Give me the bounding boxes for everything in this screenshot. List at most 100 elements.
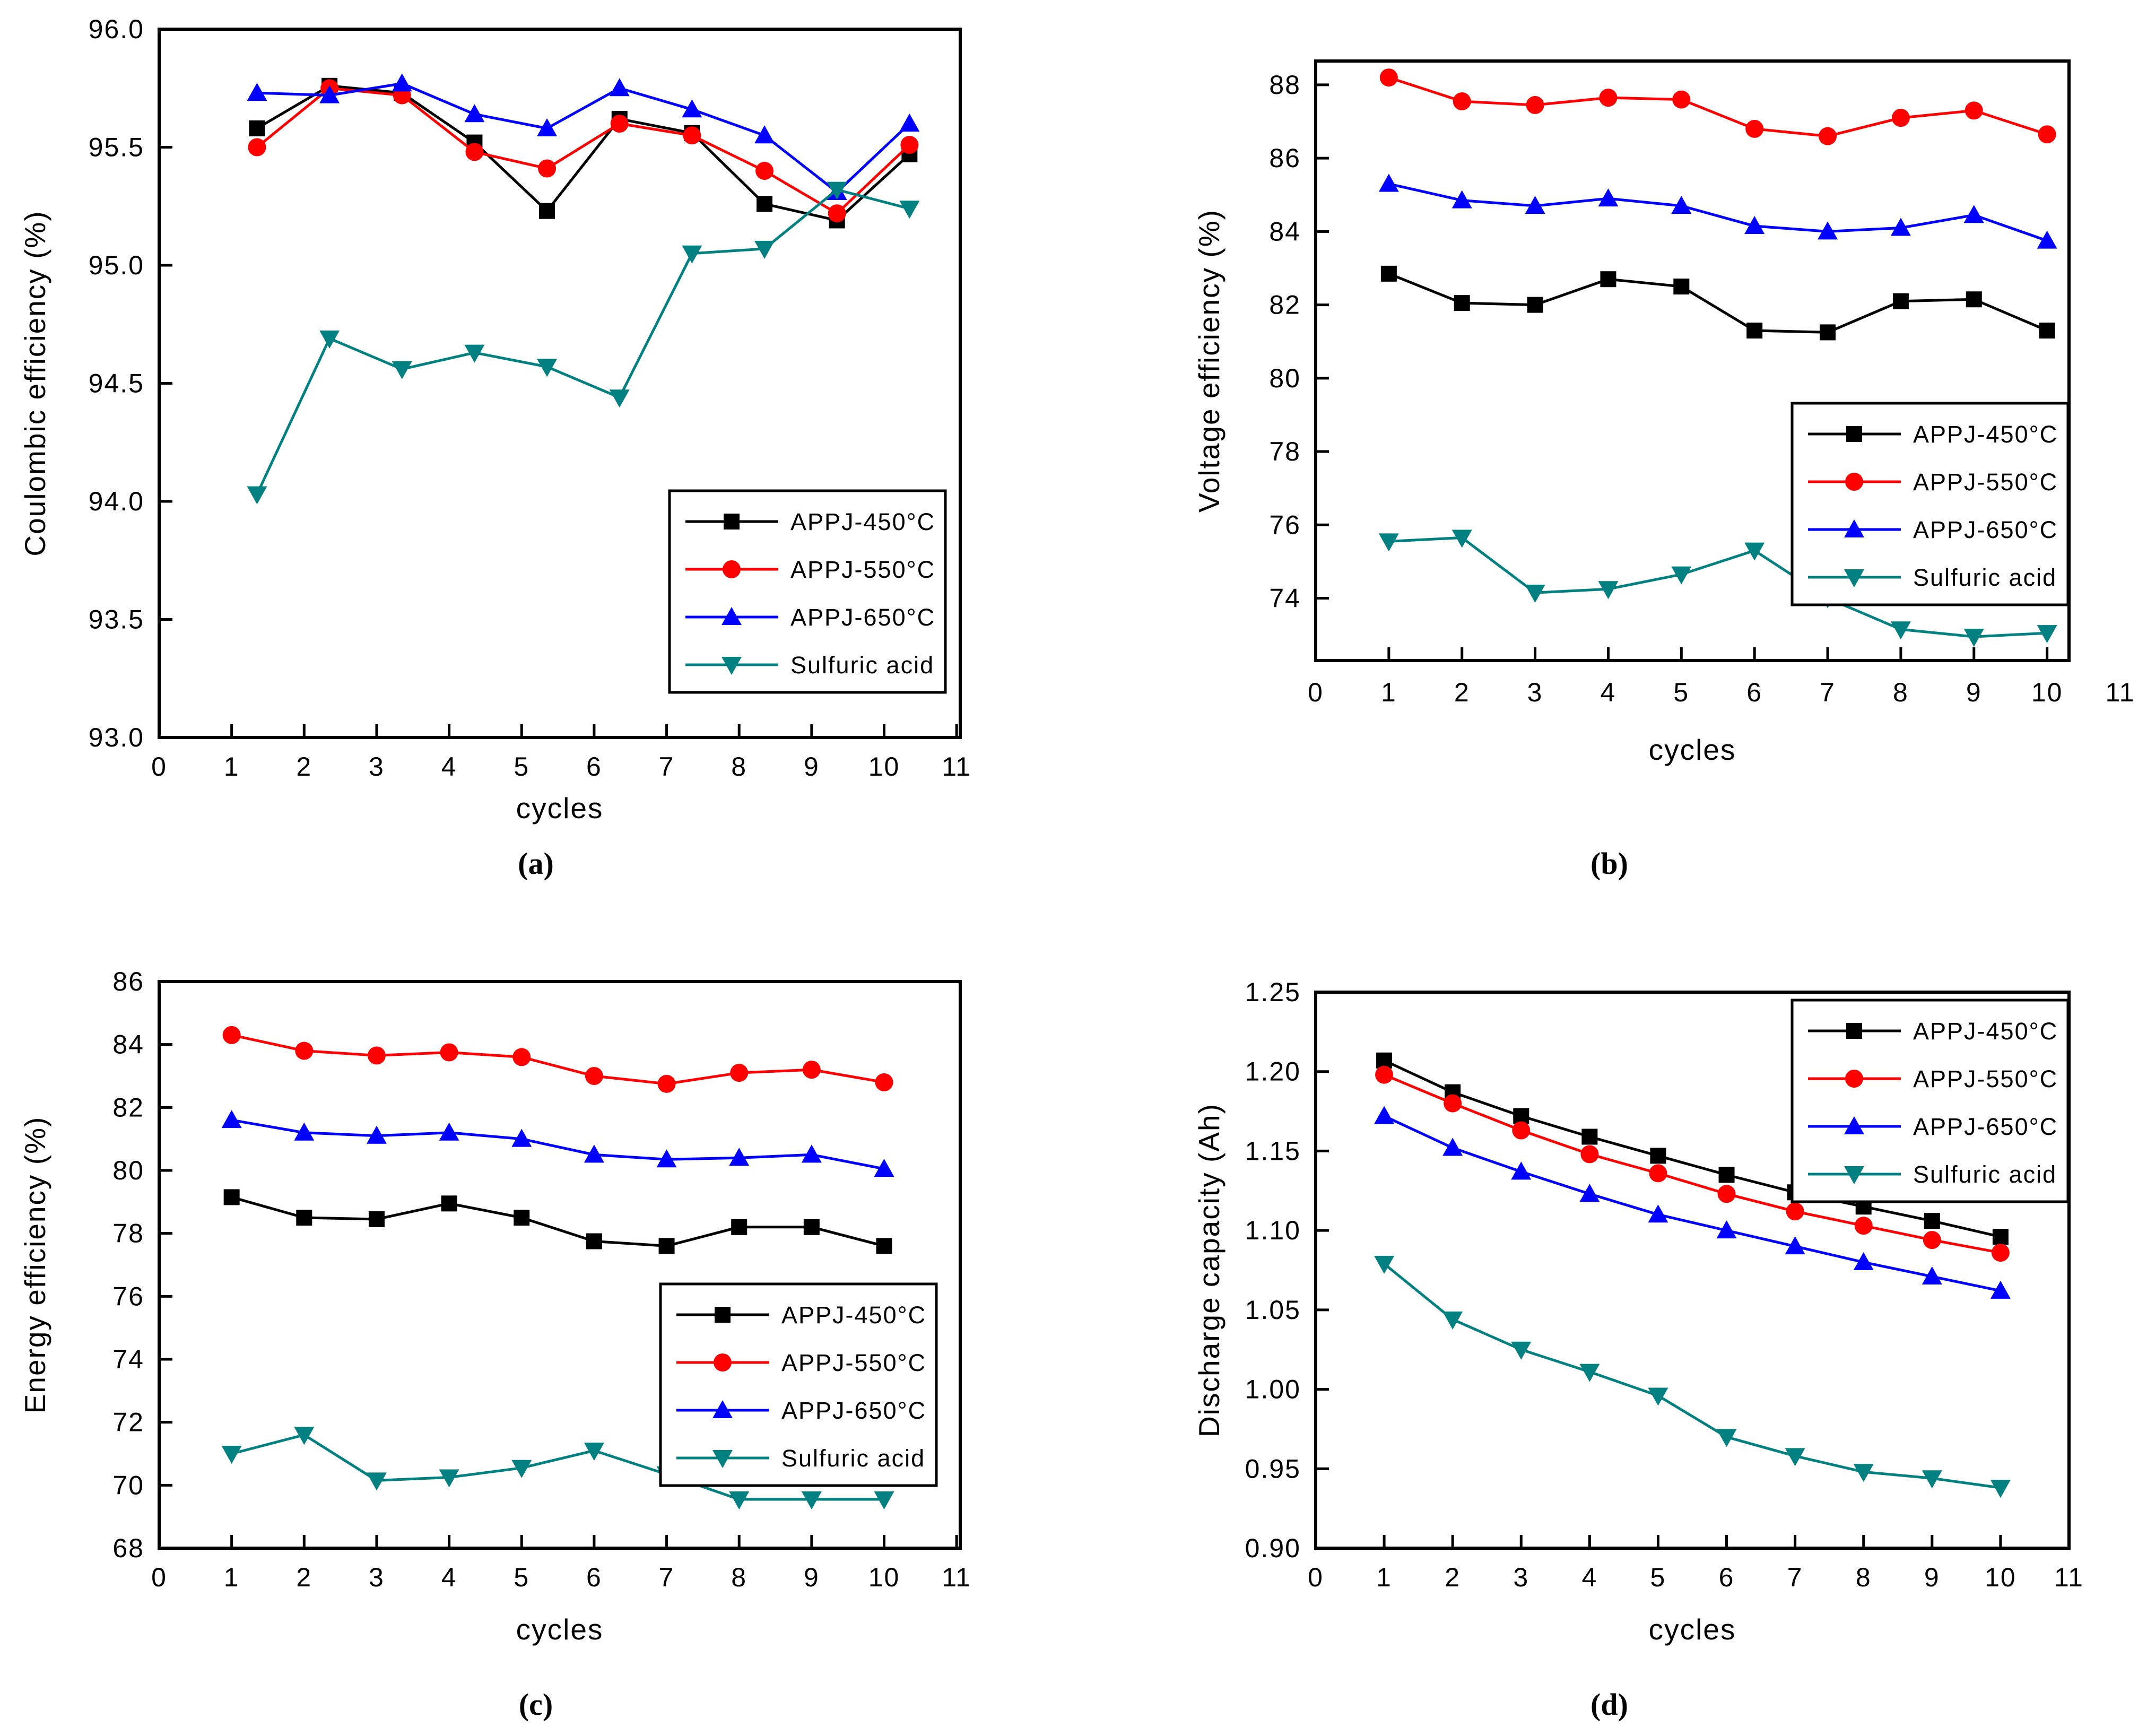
data-point-marker bbox=[512, 1048, 531, 1066]
x-tick-label: 3 bbox=[1513, 1563, 1529, 1592]
data-point-marker bbox=[1853, 1464, 1874, 1482]
y-tick-label: 82 bbox=[1269, 290, 1301, 320]
legend-sample-marker bbox=[1844, 1166, 1864, 1184]
x-tick-label: 7 bbox=[1820, 678, 1836, 707]
data-point-marker bbox=[2038, 125, 2056, 144]
data-point-marker bbox=[223, 1189, 240, 1205]
data-point-marker bbox=[1579, 1364, 1600, 1382]
x-tick-label: 5 bbox=[1650, 1563, 1666, 1592]
data-point-marker bbox=[294, 1122, 315, 1141]
y-axis-label: Energy efficiency (%) bbox=[19, 1116, 51, 1414]
legend-sample-marker bbox=[712, 1450, 733, 1468]
y-tick-label: 78 bbox=[112, 1219, 144, 1248]
data-point-marker bbox=[2037, 625, 2057, 644]
x-tick-label: 6 bbox=[586, 752, 602, 782]
x-tick-label: 3 bbox=[369, 752, 385, 782]
data-point-marker bbox=[1990, 1280, 2011, 1299]
data-point-marker bbox=[1672, 90, 1691, 109]
data-point-marker bbox=[656, 1149, 677, 1168]
data-point-marker bbox=[2039, 322, 2055, 338]
data-point-marker bbox=[1650, 1148, 1666, 1164]
x-tick-label: 4 bbox=[441, 1563, 457, 1592]
y-tick-label: 0.95 bbox=[1245, 1454, 1301, 1483]
series-line-1 bbox=[256, 86, 911, 215]
data-point-marker bbox=[294, 1427, 315, 1445]
data-point-marker bbox=[247, 486, 267, 505]
data-point-marker bbox=[802, 1061, 821, 1079]
data-point-marker bbox=[538, 159, 557, 178]
x-tick-label: 7 bbox=[659, 752, 675, 782]
plot-box bbox=[1314, 59, 2071, 662]
legend-sample-marker bbox=[1844, 569, 1864, 587]
y-tick-label: 1.25 bbox=[1245, 977, 1301, 1007]
y-tick-label: 0.90 bbox=[1245, 1533, 1301, 1563]
data-point-marker bbox=[1598, 581, 1619, 600]
x-tick-label: 0 bbox=[151, 1563, 167, 1592]
x-tick-label: 11 bbox=[942, 752, 971, 782]
legend-entry-label: APPJ-550°C bbox=[781, 1349, 926, 1376]
data-point-marker bbox=[1853, 1252, 1874, 1271]
data-point-marker bbox=[801, 1144, 822, 1163]
data-point-marker bbox=[1649, 1164, 1667, 1183]
data-point-marker bbox=[1890, 621, 1911, 640]
data-point-marker bbox=[539, 203, 555, 219]
data-point-marker bbox=[1671, 566, 1692, 585]
series-markers-1 bbox=[222, 1026, 893, 1093]
x-tick-label: 11 bbox=[942, 1563, 971, 1592]
legend-box bbox=[659, 1282, 938, 1487]
y-tick-label: 86 bbox=[1269, 143, 1301, 173]
data-point-marker bbox=[248, 138, 266, 157]
data-point-marker bbox=[319, 330, 340, 349]
y-tick-label: 1.00 bbox=[1245, 1375, 1301, 1404]
data-point-marker bbox=[585, 1067, 603, 1085]
legend-entry-label: Sulfuric acid bbox=[1913, 1161, 2057, 1188]
data-point-marker bbox=[1923, 1231, 1941, 1249]
data-point-marker bbox=[441, 1195, 457, 1212]
x-tick-label: 9 bbox=[1924, 1563, 1940, 1592]
data-point-marker bbox=[757, 196, 773, 212]
data-point-marker bbox=[609, 78, 630, 97]
series-line-3 bbox=[256, 188, 910, 495]
x-tick-label: 1 bbox=[1376, 1563, 1392, 1592]
x-tick-label: 1 bbox=[224, 1563, 240, 1592]
legend-sample-marker bbox=[722, 657, 742, 675]
x-tick-label: 10 bbox=[868, 1563, 900, 1592]
data-point-marker bbox=[1965, 101, 1983, 120]
data-point-marker bbox=[1600, 271, 1616, 288]
x-tick-label: 5 bbox=[1673, 678, 1689, 707]
x-tick-label: 6 bbox=[1719, 1563, 1735, 1592]
series-line-1 bbox=[1388, 76, 2048, 138]
data-point-marker bbox=[1991, 1244, 2010, 1262]
y-tick-label: 94.0 bbox=[89, 487, 144, 516]
data-point-marker bbox=[609, 389, 630, 408]
series-line-3 bbox=[231, 1433, 884, 1501]
data-point-marker bbox=[537, 359, 558, 377]
data-point-marker bbox=[1581, 1129, 1598, 1145]
data-point-marker bbox=[1442, 1138, 1463, 1156]
x-tick-label: 7 bbox=[1787, 1563, 1803, 1592]
data-point-marker bbox=[731, 1219, 747, 1235]
legend-box bbox=[668, 489, 947, 694]
data-point-marker bbox=[1444, 1094, 1462, 1113]
x-tick-label: 0 bbox=[151, 752, 167, 782]
panel-c: 68 70 72 74 76 78 80 82 84 86 0 1 2 3 4 5 6 7 8 9 10 11 cycles… bbox=[0, 947, 1072, 1735]
data-point-marker bbox=[1511, 1161, 1532, 1180]
data-point-marker bbox=[803, 1219, 820, 1235]
data-point-marker bbox=[392, 361, 412, 379]
y-tick-label: 70 bbox=[112, 1470, 144, 1500]
data-point-marker bbox=[392, 73, 412, 92]
data-point-marker bbox=[464, 104, 485, 123]
data-point-marker bbox=[439, 1469, 459, 1488]
data-point-marker bbox=[584, 1443, 604, 1461]
data-point-marker bbox=[1525, 195, 1545, 214]
legend-entry-label: APPJ-650°C bbox=[1913, 516, 2058, 543]
plot-box bbox=[158, 980, 962, 1550]
data-point-marker bbox=[1442, 1311, 1463, 1330]
y-tick-label: 74 bbox=[112, 1344, 144, 1374]
x-tick-label: 11 bbox=[2054, 1563, 2084, 1592]
data-point-marker bbox=[1746, 322, 1763, 338]
x-tick-label: 7 bbox=[659, 1563, 675, 1592]
y-tick-label: 1.20 bbox=[1245, 1057, 1301, 1087]
legend-sample-marker bbox=[1844, 519, 1864, 537]
